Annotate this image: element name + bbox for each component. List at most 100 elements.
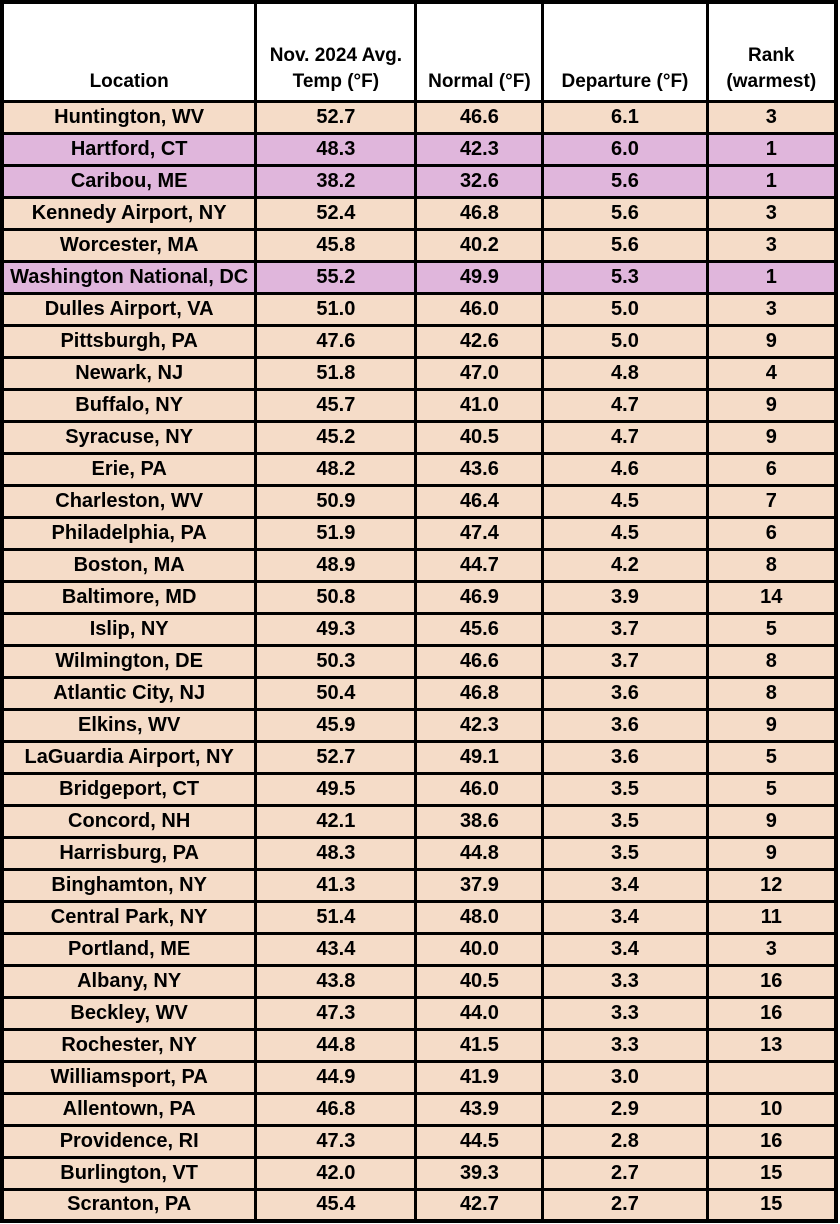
rank-cell: 1 [705, 163, 838, 199]
avg-temp-cell: 51.9 [254, 515, 418, 551]
table-row: Wilmington, DE 50.3 46.6 3.7 8 [0, 643, 838, 679]
departure-cell: 4.6 [541, 451, 709, 487]
table-row: Kennedy Airport, NY 52.4 46.8 5.6 3 [0, 195, 838, 231]
rank-cell: 8 [705, 675, 838, 711]
normal-cell: 40.0 [414, 931, 545, 967]
table-row: Binghamton, NY 41.3 37.9 3.4 12 [0, 867, 838, 903]
rank-cell: 12 [705, 867, 838, 903]
normal-cell: 45.6 [414, 611, 545, 647]
normal-cell: 46.6 [414, 99, 545, 135]
location-cell: Syracuse, NY [0, 419, 258, 455]
table-row: Syracuse, NY 45.2 40.5 4.7 9 [0, 419, 838, 455]
rank-cell: 15 [705, 1187, 838, 1223]
departure-cell: 3.4 [541, 899, 709, 935]
table-row: Providence, RI 47.3 44.5 2.8 16 [0, 1123, 838, 1159]
rank-cell: 3 [705, 227, 838, 263]
departure-cell: 3.6 [541, 675, 709, 711]
normal-cell: 40.5 [414, 963, 545, 999]
normal-cell: 42.7 [414, 1187, 545, 1223]
location-cell: Williamsport, PA [0, 1059, 258, 1095]
location-cell: Dulles Airport, VA [0, 291, 258, 327]
location-cell: Boston, MA [0, 547, 258, 583]
avg-temp-cell: 50.9 [254, 483, 418, 519]
departure-cell: 3.0 [541, 1059, 709, 1095]
rank-cell: 9 [705, 419, 838, 455]
avg-temp-cell: 49.5 [254, 771, 418, 807]
table-row: Hartford, CT 48.3 42.3 6.0 1 [0, 131, 838, 167]
table-row: Boston, MA 48.9 44.7 4.2 8 [0, 547, 838, 583]
location-cell: Allentown, PA [0, 1091, 258, 1127]
normal-cell: 40.5 [414, 419, 545, 455]
location-cell: Kennedy Airport, NY [0, 195, 258, 231]
normal-cell: 49.9 [414, 259, 545, 295]
location-cell: Elkins, WV [0, 707, 258, 743]
normal-cell: 46.8 [414, 675, 545, 711]
avg-temp-cell: 46.8 [254, 1091, 418, 1127]
departure-cell: 3.7 [541, 643, 709, 679]
rank-cell: 1 [705, 259, 838, 295]
avg-temp-cell: 48.3 [254, 835, 418, 871]
rank-cell: 14 [705, 579, 838, 615]
avg-temp-cell: 45.2 [254, 419, 418, 455]
table-row: Charleston, WV 50.9 46.4 4.5 7 [0, 483, 838, 519]
location-cell: Wilmington, DE [0, 643, 258, 679]
avg-temp-cell: 52.7 [254, 99, 418, 135]
normal-cell: 38.6 [414, 803, 545, 839]
rank-cell: 9 [705, 835, 838, 871]
table-row: Allentown, PA 46.8 43.9 2.9 10 [0, 1091, 838, 1127]
avg-temp-cell: 50.8 [254, 579, 418, 615]
departure-cell: 4.7 [541, 419, 709, 455]
avg-temp-cell: 47.6 [254, 323, 418, 359]
normal-cell: 40.2 [414, 227, 545, 263]
rank-cell: 10 [705, 1091, 838, 1127]
departure-cell: 3.4 [541, 867, 709, 903]
location-cell: Huntington, WV [0, 99, 258, 135]
avg-temp-cell: 44.8 [254, 1027, 418, 1063]
normal-cell: 42.3 [414, 707, 545, 743]
normal-cell: 46.8 [414, 195, 545, 231]
departure-cell: 2.9 [541, 1091, 709, 1127]
departure-cell: 4.5 [541, 515, 709, 551]
normal-cell: 46.4 [414, 483, 545, 519]
table-row: Washington National, DC 55.2 49.9 5.3 1 [0, 259, 838, 295]
location-cell: Albany, NY [0, 963, 258, 999]
table-row: Rochester, NY 44.8 41.5 3.3 13 [0, 1027, 838, 1063]
departure-cell: 3.3 [541, 995, 709, 1031]
avg-temp-cell: 51.0 [254, 291, 418, 327]
rank-cell: 3 [705, 291, 838, 327]
avg-temp-cell: 45.4 [254, 1187, 418, 1223]
rank-cell: 16 [705, 995, 838, 1031]
table-row: Central Park, NY 51.4 48.0 3.4 11 [0, 899, 838, 935]
table-row: Portland, ME 43.4 40.0 3.4 3 [0, 931, 838, 967]
location-cell: Portland, ME [0, 931, 258, 967]
avg-temp-cell: 48.9 [254, 547, 418, 583]
rank-cell: 5 [705, 611, 838, 647]
normal-cell: 42.3 [414, 131, 545, 167]
table-row: Atlantic City, NJ 50.4 46.8 3.6 8 [0, 675, 838, 711]
rank-cell: 16 [705, 963, 838, 999]
location-cell: Burlington, VT [0, 1155, 258, 1191]
location-cell: Worcester, MA [0, 227, 258, 263]
table-row: Pittsburgh, PA 47.6 42.6 5.0 9 [0, 323, 838, 359]
rank-cell: 9 [705, 803, 838, 839]
avg-temp-cell: 45.7 [254, 387, 418, 423]
departure-cell: 5.6 [541, 227, 709, 263]
rank-cell: 3 [705, 195, 838, 231]
table-row: Albany, NY 43.8 40.5 3.3 16 [0, 963, 838, 999]
table-body: Huntington, WV 52.7 46.6 6.1 3 Hartford, CT 48… [0, 99, 838, 1223]
avg-temp-cell: 38.2 [254, 163, 418, 199]
avg-temp-cell: 43.8 [254, 963, 418, 999]
normal-cell: 41.0 [414, 387, 545, 423]
location-cell: Buffalo, NY [0, 387, 258, 423]
location-cell: Beckley, WV [0, 995, 258, 1031]
rank-cell [705, 1059, 838, 1095]
column-header-location: Location [0, 0, 258, 103]
departure-cell: 3.6 [541, 739, 709, 775]
table-row: Huntington, WV 52.7 46.6 6.1 3 [0, 99, 838, 135]
location-cell: LaGuardia Airport, NY [0, 739, 258, 775]
column-header-departure: Departure (°F) [541, 0, 709, 103]
departure-cell: 5.0 [541, 291, 709, 327]
table-row: Bridgeport, CT 49.5 46.0 3.5 5 [0, 771, 838, 807]
rank-cell: 9 [705, 323, 838, 359]
